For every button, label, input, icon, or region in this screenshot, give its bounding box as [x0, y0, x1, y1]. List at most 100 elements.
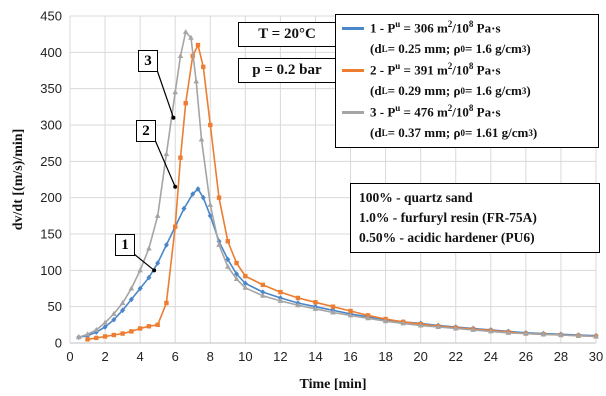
callout-label-3: 3 — [138, 50, 158, 72]
data-point — [234, 271, 240, 277]
data-point — [129, 329, 134, 334]
data-point — [146, 324, 152, 329]
data-point — [312, 305, 319, 311]
data-point — [417, 322, 424, 328]
data-point — [330, 309, 336, 315]
composition-line-3: 0.50% - acidic hardener (PU6) — [359, 230, 535, 245]
data-point — [119, 300, 126, 306]
legend-swatch — [342, 110, 364, 114]
data-point — [347, 312, 354, 318]
data-point — [178, 155, 183, 160]
y-tick-label: 100 — [40, 263, 62, 278]
data-point — [198, 136, 205, 142]
data-point — [163, 151, 170, 157]
data-point — [295, 302, 301, 308]
data-point — [201, 64, 206, 70]
data-point — [365, 315, 371, 321]
data-point — [102, 334, 108, 339]
legend-label: 2 - Pu = 391 m2/108 Pa·s — [370, 61, 501, 78]
data-point — [348, 308, 353, 314]
callout-leader-3 — [156, 69, 175, 118]
x-tick-label: 28 — [554, 349, 568, 364]
data-point — [195, 186, 201, 192]
legend-swatch — [342, 68, 364, 72]
data-point — [163, 242, 169, 248]
data-point — [243, 273, 248, 279]
x-tick-label: 26 — [519, 349, 533, 364]
data-point — [102, 319, 108, 325]
x-tick-label: 12 — [273, 349, 287, 364]
data-point — [155, 260, 161, 266]
data-point — [233, 276, 240, 282]
pressure-box: p = 0.2 bar — [238, 58, 336, 83]
data-point — [277, 297, 284, 303]
data-point — [260, 292, 266, 298]
composition-box: 100% - quartz sand 1.0% - furfuryl resin… — [350, 183, 600, 253]
x-axis-title: Time [min] — [299, 377, 366, 392]
data-point — [313, 300, 318, 305]
x-tick-label: 22 — [448, 349, 462, 364]
callout-leaders — [133, 69, 178, 273]
data-point — [94, 335, 99, 341]
y-tick-label: 50 — [48, 299, 62, 314]
data-point — [225, 263, 231, 269]
temperature-unit: °C — [298, 26, 316, 42]
data-point — [225, 239, 230, 244]
data-point — [128, 296, 134, 303]
temperature-text: T = 20 — [258, 26, 299, 42]
x-tick-label: 24 — [484, 349, 498, 364]
data-point — [137, 267, 143, 273]
data-point — [128, 285, 135, 291]
data-point — [216, 241, 222, 247]
data-point — [575, 332, 582, 338]
data-point — [435, 324, 441, 330]
data-point — [234, 260, 239, 266]
data-point — [382, 318, 389, 324]
data-point — [505, 329, 512, 335]
x-tick-label: 16 — [343, 349, 357, 364]
data-point — [155, 322, 160, 328]
data-point — [295, 295, 301, 301]
series-lines — [75, 28, 599, 342]
legend-entry-1: 1 - Pu = 306 m2/108 Pa·s — [342, 18, 592, 38]
data-point — [207, 201, 214, 207]
data-point — [120, 307, 126, 314]
data-point — [173, 224, 178, 229]
data-point — [111, 316, 117, 323]
data-point — [182, 28, 189, 34]
x-tick-label: 0 — [66, 349, 73, 364]
data-point — [102, 324, 108, 330]
data-point — [120, 331, 125, 336]
data-point — [260, 289, 266, 295]
data-point — [242, 280, 248, 287]
data-point — [164, 300, 169, 306]
gridlines — [69, 15, 597, 344]
data-point — [188, 34, 194, 40]
data-point — [330, 304, 336, 309]
data-point — [208, 122, 213, 128]
data-point — [593, 333, 599, 339]
callout-dot — [152, 268, 157, 273]
legend-label: 1 - Pu = 306 m2/108 Pa·s — [370, 19, 501, 36]
data-point — [84, 331, 91, 337]
data-point — [488, 328, 494, 334]
x-tick-label: 8 — [207, 349, 214, 364]
legend-label: 3 - Pu = 476 m2/108 Pa·s — [370, 103, 501, 120]
x-tick-label: 4 — [137, 349, 144, 364]
series-3 — [75, 28, 599, 340]
data-point — [75, 334, 82, 340]
x-tick-label: 18 — [378, 349, 392, 364]
data-point — [523, 330, 529, 336]
pressure-text: p = 0.2 bar — [252, 62, 322, 78]
data-point — [242, 284, 249, 290]
data-point — [85, 337, 90, 342]
data-point — [183, 101, 188, 106]
callout-dot — [173, 184, 178, 189]
data-point — [225, 256, 231, 263]
data-point — [111, 310, 117, 316]
series-3-line — [78, 30, 597, 338]
